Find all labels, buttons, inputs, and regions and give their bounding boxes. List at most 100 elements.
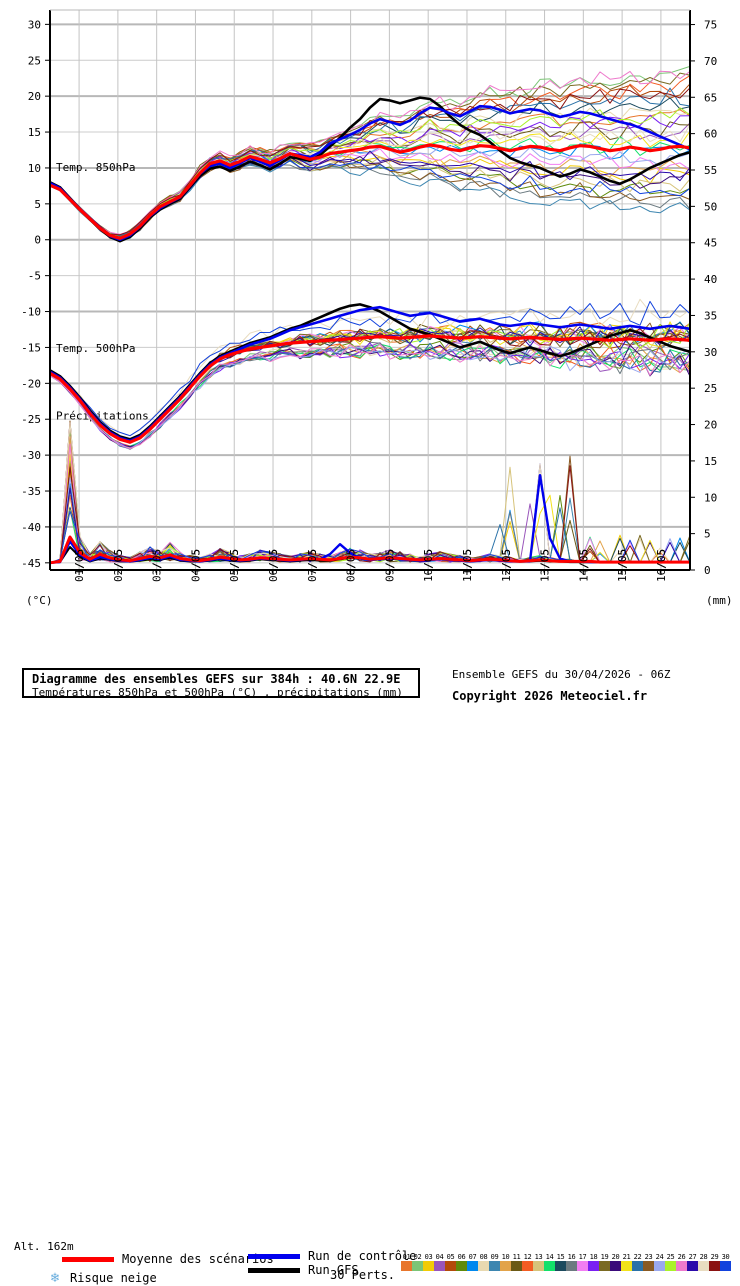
perturbation-color-swatch: [610, 1261, 621, 1271]
perturbation-color-swatch: [489, 1261, 500, 1271]
x-axis-tick-label: 03/05: [151, 549, 164, 582]
title-box: Diagramme des ensembles GEFS sur 384h : …: [22, 668, 420, 699]
perturbation-color-swatch: [401, 1261, 412, 1271]
y-axis-left-tick-label: -5: [28, 270, 41, 283]
perturbation-color-swatch: [511, 1261, 522, 1271]
perturbation-color-swatch: [665, 1261, 676, 1271]
chart-svg-canvas: 302520151050-5-10-15-20-25-30-35-40-4575…: [21, 9, 733, 607]
gfs-line-swatch: [248, 1267, 300, 1273]
perturbation-color-swatch: [467, 1261, 478, 1271]
perturbation-number: 18: [589, 1253, 598, 1261]
x-axis-tick-label: 02/05: [112, 549, 125, 582]
y-axis-left-tick-label: 5: [34, 198, 41, 211]
x-axis-tick-label: 12/05: [500, 549, 513, 582]
perturbation-key-item: 17: [577, 1253, 588, 1271]
legend-item-mean: Moyenne des scénarios: [62, 1252, 274, 1266]
perturbation-key-item: 22: [632, 1253, 643, 1271]
y-axis-left-tick-label: -10: [21, 306, 41, 319]
x-axis-tick-label: 07/05: [306, 549, 319, 582]
panel-label-t850: Temp. 850hPa: [56, 161, 135, 174]
perturbation-color-swatch: [544, 1261, 555, 1271]
y-axis-right-tick-label: 25: [704, 382, 717, 395]
panel-label-precip: Précipitations: [56, 409, 149, 422]
perturbation-key-item: 11: [511, 1253, 522, 1271]
y-axis-left-tick-label: 0: [34, 234, 41, 247]
perturbation-number: 26: [677, 1253, 686, 1261]
perturbation-key-item: 04: [434, 1253, 445, 1271]
perturbation-number: 07: [468, 1253, 477, 1261]
x-axis-tick-label: 15/05: [616, 549, 629, 582]
perturbation-color-swatch: [445, 1261, 456, 1271]
x-axis-tick-label: 04/05: [189, 549, 202, 582]
perturbation-number: 09: [490, 1253, 499, 1261]
y-axis-left-tick-label: 20: [28, 90, 41, 103]
y-axis-left-tick-label: -45: [21, 557, 41, 570]
perturbation-number: 01: [402, 1253, 411, 1261]
y-axis-left-tick-label: -25: [21, 413, 41, 426]
control-line-swatch: [248, 1253, 300, 1259]
perturbation-number: 28: [699, 1253, 708, 1261]
gefs-ensemble-chart: 302520151050-5-10-15-20-25-30-35-40-4575…: [14, 9, 733, 1285]
perturbation-key-item: 12: [522, 1253, 533, 1271]
perturbation-key-item: 13: [533, 1253, 544, 1271]
perturbation-key-item: 24: [654, 1253, 665, 1271]
chart-subtitle: Températures 850hPa et 500hPa (°C) , pré…: [32, 686, 403, 699]
y-axis-right-tick-label: 0: [704, 564, 711, 577]
perturbation-key-item: 19: [599, 1253, 610, 1271]
y-axis-left-tick-label: 25: [28, 54, 41, 67]
perturbation-color-swatch: [533, 1261, 544, 1271]
perturbation-key-item: 15: [555, 1253, 566, 1271]
perturbation-color-swatch: [456, 1261, 467, 1271]
perturbation-key-item: 06: [456, 1253, 467, 1271]
perturbation-number: 12: [523, 1253, 532, 1261]
run-metadata: Ensemble GEFS du 30/04/2026 - 06Z Copyri…: [452, 668, 671, 703]
mean-line-t850: [48, 143, 692, 240]
perturbation-key-item: 08: [478, 1253, 489, 1271]
y-axis-left-tick-label: -20: [21, 377, 41, 390]
perturbation-color-swatch: [687, 1261, 698, 1271]
y-axis-left-tick-label: 30: [28, 18, 41, 31]
perturbation-key-item: 07: [467, 1253, 478, 1271]
perturbation-color-swatch: [412, 1261, 423, 1271]
ensemble-member-line-t500: [49, 342, 691, 450]
perturbation-number: 20: [611, 1253, 620, 1261]
y-axis-left-tick-label: 10: [28, 162, 41, 175]
y-axis-right-tick-label: 75: [704, 19, 717, 32]
perturbation-color-swatch: [500, 1261, 511, 1271]
perturbation-color-swatch: [423, 1261, 434, 1271]
perturbation-number: 19: [600, 1253, 609, 1261]
perturbations-count-label: 30 Perts.: [330, 1268, 396, 1282]
perturbation-key-item: 20: [610, 1253, 621, 1271]
perturbation-number: 22: [633, 1253, 642, 1261]
perturbation-number: 23: [644, 1253, 653, 1261]
perturbation-color-swatch: [434, 1261, 445, 1271]
x-axis-tick-label: 10/05: [422, 549, 435, 582]
perturbation-key-item: 02: [412, 1253, 423, 1271]
perturbation-key-item: 18: [588, 1253, 599, 1271]
x-axis-tick-label: 14/05: [577, 549, 590, 582]
mean-line-precip: [48, 535, 692, 565]
perturbation-number: 03: [424, 1253, 433, 1261]
y-axis-right-tick-label: 65: [704, 91, 717, 104]
y-axis-right-tick-label: 50: [704, 200, 717, 213]
perturbation-number: 11: [512, 1253, 521, 1261]
ensemble-member-line-precip: [49, 465, 691, 564]
mean-line-swatch: [62, 1256, 114, 1262]
perturbation-color-swatch: [698, 1261, 709, 1271]
perturbation-key-item: 23: [643, 1253, 654, 1271]
perturbation-color-swatch: [676, 1261, 687, 1271]
y-axis-right-unit: (mm): [706, 594, 733, 607]
perturbation-color-swatch: [709, 1261, 720, 1271]
ensemble-member-line-t850: [49, 70, 691, 235]
y-axis-right-tick-label: 60: [704, 128, 717, 141]
ensemble-member-line-t500: [49, 343, 691, 449]
x-axis-tick-label: 09/05: [383, 549, 396, 582]
perturbation-key-item: 09: [489, 1253, 500, 1271]
x-axis-tick-label: 11/05: [461, 549, 474, 582]
perturbation-color-swatch: [621, 1261, 632, 1271]
perturbation-key-item: 14: [544, 1253, 555, 1271]
x-axis-tick-label: 16/05: [655, 549, 668, 582]
perturbation-number: 21: [622, 1253, 631, 1261]
y-axis-right-tick-label: 15: [704, 455, 717, 468]
ensemble-member-line-t850: [49, 87, 691, 236]
